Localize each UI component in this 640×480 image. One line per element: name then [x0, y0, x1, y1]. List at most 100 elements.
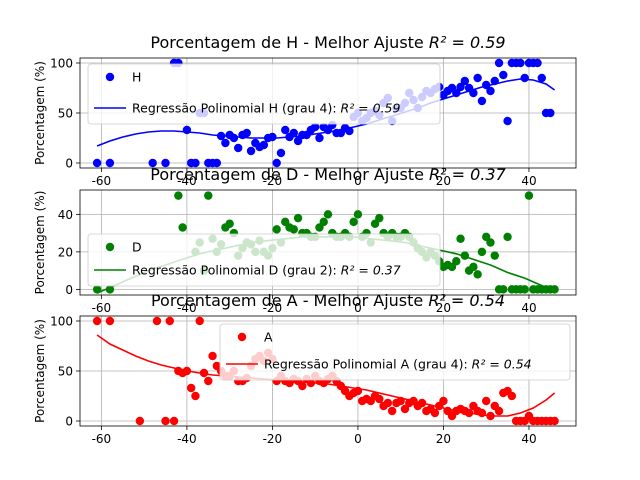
data-point — [490, 251, 499, 260]
data-point — [375, 394, 384, 404]
subplot-2: -60 -40 -20 0 20 40 0 20 40 Porcentagem (%) Porcen… — [33, 165, 577, 315]
data-point — [310, 122, 320, 132]
legend-label-fit-r2: R² = 0.54 — [472, 357, 532, 372]
regression-curve — [96, 78, 556, 147]
data-point — [225, 219, 234, 228]
y-tick-label: 40 — [58, 208, 73, 222]
legend-marker-points — [105, 242, 115, 252]
y-tick-label: 100 — [50, 57, 73, 71]
data-point — [319, 217, 328, 227]
data-point — [469, 262, 478, 272]
data-point — [92, 316, 102, 326]
x-tick-label: 40 — [521, 174, 536, 188]
data-point — [387, 406, 397, 416]
data-point — [289, 225, 298, 234]
data-point — [516, 58, 525, 68]
data-point — [191, 391, 200, 401]
legend-label-points: A — [264, 330, 273, 345]
data-point — [452, 257, 461, 266]
legend: A Regressão Polinomial A (grau 4): R² = 0… — [219, 323, 571, 381]
data-point — [221, 138, 230, 148]
data-point — [499, 70, 508, 80]
data-point — [503, 232, 512, 242]
y-tick-label: 0 — [65, 415, 73, 429]
y-axis-label: Porcentagem (%) — [33, 319, 47, 423]
data-point — [349, 217, 358, 227]
legend-label-points: H — [132, 70, 141, 85]
legend-marker-points — [237, 332, 247, 342]
data-point — [293, 213, 303, 223]
x-tick-label: -60 — [92, 301, 112, 315]
data-point — [477, 247, 487, 257]
data-point — [503, 116, 512, 126]
data-point — [520, 285, 529, 294]
legend-box — [219, 323, 571, 381]
chart-title: Porcentagem de H - Melhor Ajuste R² = 0.… — [150, 33, 505, 52]
legend-box — [87, 63, 441, 125]
chart-title: Porcentagem de D - Melhor Ajuste R² = 0.… — [150, 165, 506, 184]
data-point — [161, 416, 170, 426]
data-point — [537, 73, 546, 83]
data-point — [268, 132, 277, 142]
data-point — [375, 213, 384, 223]
data-point — [494, 406, 504, 416]
legend-label-fit-name: Regressão Polinomial A (grau 4): — [264, 357, 472, 372]
x-tick-label: -20 — [263, 301, 283, 315]
data-point — [178, 223, 187, 232]
x-tick-label: 20 — [436, 432, 451, 446]
legend-label-fit-r2: R² = 0.59 — [341, 101, 401, 116]
data-point — [400, 404, 410, 414]
data-point — [353, 210, 363, 219]
x-tick-label: -20 — [263, 174, 283, 188]
legend-label-fit: Regressão Polinomial H (grau 4): R² = 0.… — [132, 101, 401, 116]
x-tick-label: 40 — [521, 432, 536, 446]
data-point — [323, 210, 333, 219]
data-point — [165, 316, 174, 326]
data-point — [174, 191, 183, 200]
data-point — [186, 383, 196, 393]
data-point — [242, 128, 251, 138]
data-point — [473, 73, 482, 83]
data-point — [499, 285, 508, 294]
data-point — [482, 396, 491, 406]
data-point — [293, 136, 303, 146]
data-point — [456, 82, 465, 92]
data-point — [276, 148, 286, 158]
x-tick-label: 20 — [436, 301, 451, 315]
regression-curve — [96, 334, 556, 417]
data-point — [169, 416, 179, 426]
x-tick-label: -60 — [92, 174, 112, 188]
chart-title-r2: R² = 0.54 — [428, 291, 505, 310]
data-point — [477, 96, 487, 106]
legend-label-fit: Regressão Polinomial D (grau 2): R² = 0.… — [132, 263, 401, 278]
data-point — [135, 416, 145, 426]
y-axis-label: Porcentagem (%) — [33, 61, 47, 165]
data-point — [246, 146, 256, 156]
x-tick-label: 0 — [354, 301, 362, 315]
data-point — [520, 73, 529, 83]
x-tick-label: -60 — [92, 432, 112, 446]
data-point — [456, 234, 465, 243]
data-point — [298, 381, 307, 391]
legend-label-fit-name: Regressão Polinomial H (grau 4): — [132, 101, 341, 116]
data-point — [546, 108, 555, 118]
data-point — [315, 133, 324, 143]
x-tick-label: -40 — [177, 432, 197, 446]
data-point — [289, 128, 298, 138]
data-point — [494, 58, 504, 68]
data-point — [229, 133, 239, 143]
legend-label-points: D — [132, 240, 142, 255]
chart-title-text: Porcentagem de D - Melhor Ajuste — [150, 165, 429, 184]
data-point — [195, 316, 204, 326]
legend-label-fit-r2: R² = 0.37 — [341, 263, 401, 278]
legend: D Regressão Polinomial D (grau 2): R² = 0… — [87, 233, 441, 287]
chart-title-text: Porcentagem de H - Melhor Ajuste — [150, 33, 428, 52]
data-point — [208, 351, 217, 361]
x-tick-label: 20 — [436, 174, 451, 188]
data-point — [148, 158, 157, 168]
data-point — [486, 238, 495, 247]
data-point — [161, 158, 170, 168]
y-tick-label: 0 — [65, 283, 73, 297]
